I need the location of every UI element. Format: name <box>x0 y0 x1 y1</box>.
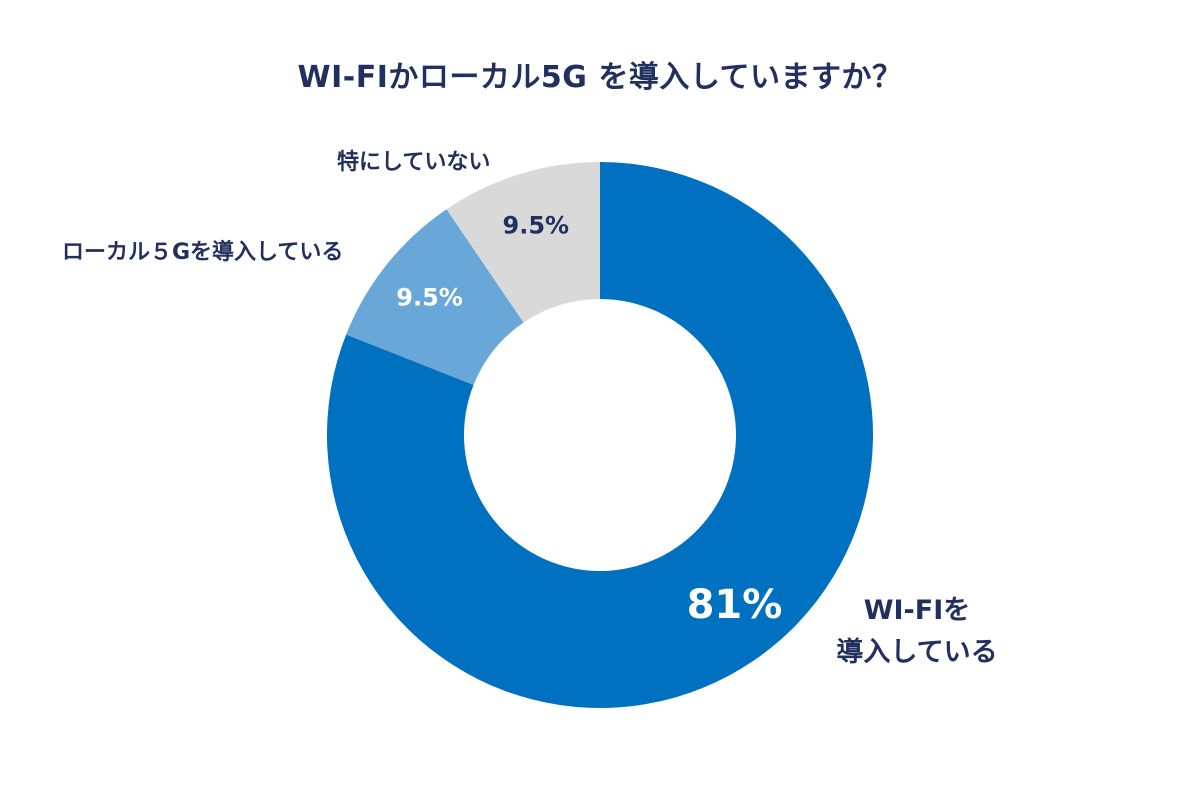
slice-label-wifi-line2: 導入している <box>836 637 998 668</box>
donut-slice-2 <box>446 162 600 323</box>
slice-label-local5g: ローカル５Gを導入している <box>62 240 344 265</box>
slice-label-none: 特にしていない <box>337 150 491 175</box>
donut-slice-0 <box>326 162 873 708</box>
donut-value-label-2: 9.5% <box>503 211 570 239</box>
slice-label-wifi: WI-FIを 導入している <box>822 590 1012 674</box>
chart-title: WI-FIかローカル5G を導入していますか？ <box>297 60 903 95</box>
donut-value-label-0: 81% <box>687 582 783 628</box>
slice-label-wifi-line1: WI-FIを <box>863 595 971 626</box>
donut-slice-1 <box>346 209 524 385</box>
donut-value-label-1: 9.5% <box>396 283 463 311</box>
